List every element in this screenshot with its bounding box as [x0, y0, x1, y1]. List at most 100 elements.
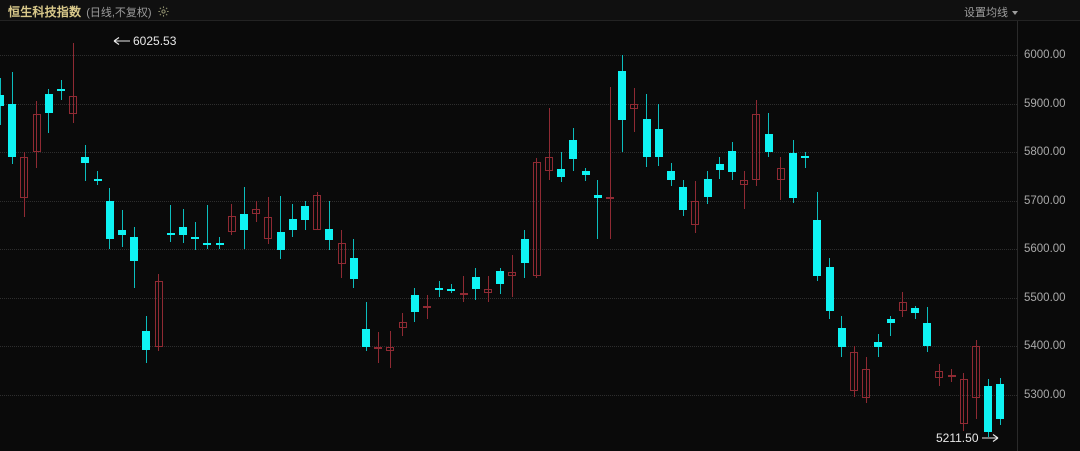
candlestick	[203, 21, 212, 451]
candle-wick	[597, 180, 599, 240]
candlestick	[81, 21, 90, 451]
candlestick	[374, 21, 383, 451]
title-group: 恒生科技指数 (日线,不复权)	[8, 3, 170, 20]
candlestick	[923, 21, 932, 451]
candlestick	[240, 21, 248, 451]
candlestick	[740, 21, 749, 451]
candle-wick	[865, 356, 867, 404]
candlestick	[410, 21, 419, 451]
candle-body	[801, 155, 810, 158]
candlestick	[105, 21, 114, 451]
candle-body	[459, 292, 468, 295]
candle-body	[569, 139, 578, 160]
candle-body	[557, 168, 566, 178]
candlestick	[496, 21, 505, 451]
candle-body	[240, 214, 248, 230]
candle-wick	[72, 42, 74, 123]
candle-body	[325, 228, 334, 241]
candle-body	[435, 287, 444, 290]
candle-wick	[560, 152, 562, 183]
candlestick	[752, 21, 761, 451]
candle-body	[118, 229, 126, 236]
candle-wick	[890, 315, 892, 337]
candlestick	[142, 21, 151, 451]
candle-wick	[182, 209, 184, 244]
candle-body	[191, 236, 200, 240]
candlestick	[862, 21, 871, 451]
candle-body	[337, 243, 346, 264]
candle-wick	[975, 340, 977, 419]
candle-body	[935, 371, 944, 378]
candlestick	[69, 21, 78, 451]
candle-body	[703, 178, 712, 197]
candlestick	[337, 21, 346, 451]
candlestick	[398, 21, 407, 451]
candle-wick	[23, 152, 25, 218]
candlestick	[984, 21, 993, 451]
candle-body	[715, 164, 724, 171]
candle-body	[471, 277, 480, 289]
candle-body	[276, 232, 285, 250]
candlestick	[776, 21, 785, 451]
candle-wick	[206, 205, 208, 249]
ma-settings-button[interactable]: 设置均线	[964, 4, 1018, 20]
candle-body	[618, 70, 627, 121]
candlestick	[471, 21, 480, 451]
candle-wick	[609, 86, 611, 240]
price-axis[interactable]: 6000.00 5900.00 5800.00 5700.00 5600.00 5500.…	[1018, 21, 1080, 451]
candlestick	[898, 21, 907, 451]
candle-body	[532, 161, 541, 276]
candle-body	[776, 167, 785, 181]
price-axis-tick: 6000.00	[1024, 49, 1066, 61]
candle-body	[0, 95, 4, 106]
candle-body	[484, 288, 492, 293]
candlestick-plot[interactable]: 6025.53 5211.50	[0, 21, 1017, 451]
candle-body	[679, 186, 688, 211]
candle-body	[972, 346, 980, 399]
candle-wick	[389, 331, 391, 368]
candle-body	[959, 378, 968, 424]
candlestick	[654, 21, 663, 451]
candlestick	[508, 21, 517, 451]
gridline	[0, 200, 1017, 202]
candle-wick	[804, 152, 806, 168]
candlestick	[288, 21, 297, 451]
candle-body	[349, 257, 358, 280]
candle-wick	[633, 87, 635, 132]
price-axis-tick: 5900.00	[1024, 97, 1066, 110]
candlestick	[0, 21, 4, 451]
gridline	[0, 103, 1017, 105]
candle-body	[32, 114, 41, 152]
candlestick	[349, 21, 358, 451]
candle-wick	[84, 144, 86, 182]
candle-wick	[450, 283, 452, 293]
candlestick	[362, 21, 370, 451]
candlestick	[569, 21, 578, 451]
candle-wick	[97, 171, 99, 185]
candle-body	[142, 331, 151, 350]
candlestick	[215, 21, 224, 451]
price-axis-tick: 5500.00	[1024, 291, 1066, 304]
gridline	[0, 249, 1017, 250]
candlestick	[154, 21, 163, 451]
candle-body	[386, 346, 395, 351]
candlestick	[801, 21, 810, 451]
candle-body	[740, 180, 749, 185]
candlestick	[825, 21, 834, 451]
candle-body	[789, 152, 797, 199]
candlestick	[32, 21, 41, 451]
candle-body	[179, 227, 187, 236]
candle-wick	[255, 200, 257, 223]
candle-body	[374, 346, 383, 349]
candle-body	[825, 267, 834, 312]
candle-body	[654, 128, 663, 157]
candlestick	[679, 21, 688, 451]
candle-wick	[548, 108, 550, 181]
gear-icon[interactable]	[157, 5, 170, 18]
candle-body	[728, 151, 736, 173]
candle-body	[447, 288, 456, 291]
chevron-down-icon	[1012, 11, 1018, 15]
candle-body	[313, 194, 322, 230]
candle-body	[947, 375, 956, 378]
candle-wick	[780, 156, 782, 201]
